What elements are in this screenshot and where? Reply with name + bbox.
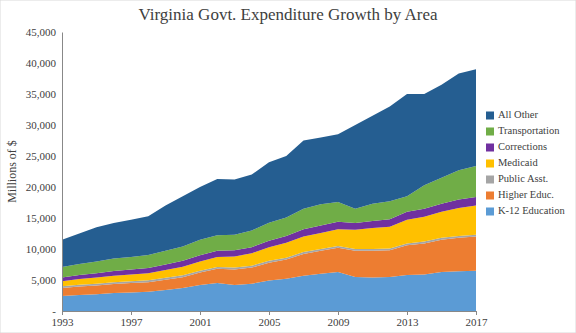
title: Virginia Govt. Expenditure Growth by Are…	[139, 5, 438, 24]
tick-mark	[200, 311, 201, 315]
tick-label: 2001	[190, 316, 212, 328]
tick-mark	[131, 311, 132, 315]
tick-label: 30,000	[26, 119, 57, 131]
legend-entry: Medicaid	[486, 157, 538, 168]
background	[0, 0, 576, 333]
tick-mark	[62, 311, 63, 315]
legend-label: Higher Educ.	[498, 189, 554, 200]
tick-label: 1993	[52, 316, 75, 328]
tick-mark	[338, 311, 339, 315]
tick: 2009	[328, 311, 351, 328]
legend-entry: Corrections	[486, 141, 547, 152]
tick-label: 1997	[121, 316, 144, 328]
area	[62, 69, 476, 267]
tick-mark	[269, 311, 270, 315]
tick-label: 10,000	[26, 243, 57, 255]
y-axis: - 5,000 10,000 15,000 20,000 25,000 30,000 35,0…	[26, 26, 63, 317]
tick-label: 2005	[259, 316, 282, 328]
tick-label: 45,000	[26, 26, 57, 38]
legend-entry: Transportation	[486, 125, 560, 136]
x-axis: 1993 1997 2001 2005 2009 2013 2017	[52, 311, 489, 328]
legend-entry: Public Asst.	[486, 173, 548, 184]
legend-swatch	[486, 208, 494, 216]
tick: -	[52, 305, 62, 317]
tick: 25,000	[26, 150, 62, 162]
legend-entry: All Other	[486, 109, 538, 120]
tick-label: 2017	[466, 316, 489, 328]
tick: 2013	[397, 311, 420, 328]
tick-label: 25,000	[26, 150, 57, 162]
legend-entry: K-12 Education	[486, 205, 566, 216]
legend-swatch	[486, 160, 494, 168]
tick-label: 2013	[397, 316, 420, 328]
tick: 30,000	[26, 119, 62, 131]
plot-area	[62, 69, 476, 311]
chart: 1993 1997 2001 2005 2009 2013 2017 - 5,000 10,000…	[0, 0, 576, 333]
tick: 1997	[121, 311, 144, 328]
tick: 20,000	[26, 181, 62, 193]
tick: 15,000	[26, 212, 62, 224]
tick-label: -	[52, 305, 56, 317]
tick: 45,000	[26, 26, 62, 38]
legend-swatch	[486, 192, 494, 200]
legend-swatch	[486, 176, 494, 184]
tick-label: 15,000	[26, 212, 57, 224]
legend-swatch	[486, 128, 494, 136]
axis-title: Millions of $	[5, 140, 19, 203]
legend-swatch	[486, 144, 494, 152]
tick: 40,000	[26, 57, 62, 69]
legend-label: K-12 Education	[498, 205, 566, 216]
tick-label: 20,000	[26, 181, 57, 193]
legend-entry: Higher Educ.	[486, 189, 554, 200]
legend-label: Public Asst.	[498, 173, 548, 184]
tick-label: 2009	[328, 316, 351, 328]
tick-mark	[476, 311, 477, 315]
tick-label: 5,000	[31, 274, 56, 286]
tick: 5,000	[31, 274, 62, 286]
legend: All Other Transportation Corrections Medica…	[486, 109, 566, 216]
tick-label: 35,000	[26, 88, 57, 100]
tick: 2017	[466, 311, 489, 328]
tick-mark	[407, 311, 408, 315]
tick: 2005	[259, 311, 282, 328]
tick: 35,000	[26, 88, 62, 100]
legend-label: All Other	[498, 109, 538, 120]
tick: 10,000	[26, 243, 62, 255]
axis-line	[62, 33, 63, 312]
legend-swatch	[486, 112, 494, 120]
tick-label: 40,000	[26, 57, 57, 69]
legend-label: Corrections	[498, 141, 547, 152]
legend-label: Medicaid	[498, 157, 538, 168]
tick: 2001	[190, 311, 212, 328]
legend-label: Transportation	[498, 125, 560, 136]
